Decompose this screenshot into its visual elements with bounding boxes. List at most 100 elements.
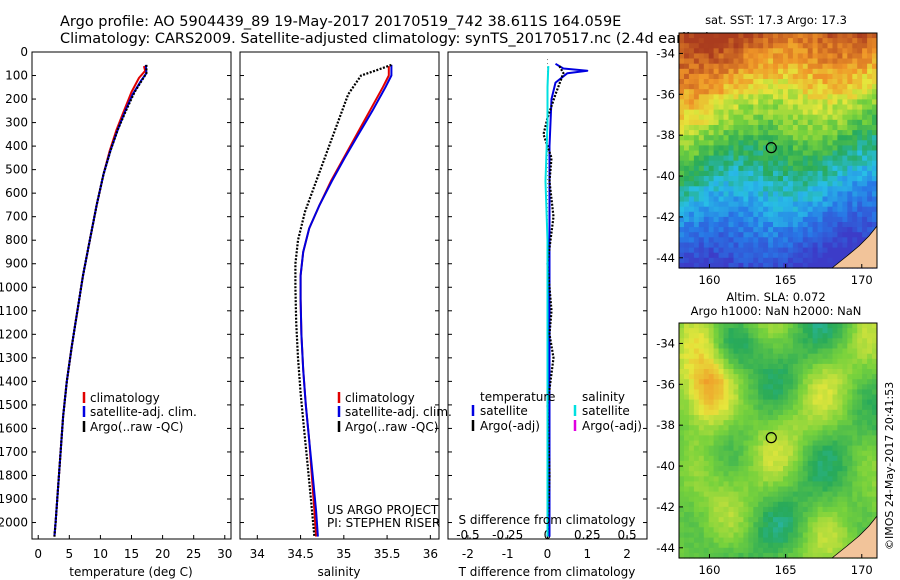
map-cell xyxy=(738,435,744,442)
map-y-tick-label: -38 xyxy=(656,418,675,432)
map-cell xyxy=(703,471,710,477)
map-cell xyxy=(862,506,868,513)
map-cell xyxy=(679,358,685,365)
map-cell xyxy=(832,160,838,167)
map-cell xyxy=(783,476,789,482)
map-cell xyxy=(768,547,774,554)
map-cell xyxy=(698,58,705,65)
map-cell xyxy=(792,338,799,344)
map-cell xyxy=(832,328,838,334)
map-cell xyxy=(872,481,878,488)
map-cell xyxy=(792,99,799,106)
map-cell xyxy=(773,119,779,126)
map-cell xyxy=(792,460,799,467)
map-cell xyxy=(703,328,710,334)
map-cell xyxy=(792,399,799,406)
map-cell xyxy=(822,466,828,472)
map-cell xyxy=(713,89,720,95)
map-cell xyxy=(787,211,794,218)
map-cell xyxy=(743,109,749,116)
map-cell xyxy=(802,140,809,146)
map-cell xyxy=(718,130,725,136)
map-cell xyxy=(837,471,843,477)
map-cell xyxy=(802,506,809,513)
map-cell xyxy=(792,358,799,365)
map-cell xyxy=(832,435,838,442)
map-cell xyxy=(698,73,705,80)
map-cell xyxy=(832,369,838,375)
map-cell xyxy=(688,476,695,482)
map-cell xyxy=(718,445,725,452)
map-cell xyxy=(718,33,725,39)
map-cell xyxy=(852,430,858,436)
map-cell xyxy=(807,257,814,264)
map-cell xyxy=(797,119,804,126)
map-cell xyxy=(733,486,739,493)
map-cell xyxy=(807,517,814,523)
map-cell xyxy=(857,186,863,192)
map-cell xyxy=(763,53,769,60)
map-cell xyxy=(797,374,804,380)
map-cell xyxy=(827,374,833,380)
map-cell xyxy=(693,450,700,457)
map-cell xyxy=(807,420,814,426)
map-cell xyxy=(773,537,779,544)
map-cell xyxy=(817,119,824,126)
map-cell xyxy=(778,496,784,503)
map-cell xyxy=(807,89,814,95)
map-cell xyxy=(792,227,799,233)
map-cell xyxy=(738,537,744,544)
map-cell xyxy=(847,242,853,249)
map-cell xyxy=(738,399,744,406)
map-cell xyxy=(728,481,734,488)
map-cell xyxy=(817,84,824,90)
map-cell xyxy=(783,409,789,416)
map-cell xyxy=(773,404,779,411)
map-cell xyxy=(852,440,858,447)
map-cell xyxy=(807,532,814,539)
map-cell xyxy=(773,399,779,406)
map-cell xyxy=(768,63,774,70)
map-cell xyxy=(728,343,734,350)
map-cell xyxy=(688,425,695,431)
map-cell xyxy=(758,89,764,95)
map-cell xyxy=(812,527,819,533)
map-cell xyxy=(867,160,873,167)
map-cell xyxy=(693,323,700,329)
map-cell xyxy=(733,119,739,126)
map-cell xyxy=(698,155,705,162)
map-cell xyxy=(733,63,739,70)
map-cell xyxy=(728,440,734,447)
map-cell xyxy=(778,476,784,482)
map-cell xyxy=(847,537,853,544)
map-cell xyxy=(847,471,853,477)
map-cell xyxy=(857,471,863,477)
map-cell xyxy=(797,109,804,116)
map-cell xyxy=(733,455,739,462)
map-cell xyxy=(693,99,700,106)
map-cell xyxy=(733,369,739,375)
map-cell xyxy=(768,363,774,370)
map-cell xyxy=(688,79,695,85)
map-cell xyxy=(748,537,754,544)
map-cell xyxy=(773,348,779,355)
map-cell xyxy=(713,79,720,85)
map-cell xyxy=(738,170,744,177)
map-cell xyxy=(852,338,858,344)
map-cell xyxy=(768,506,774,513)
map-cell xyxy=(688,104,695,111)
map-cell xyxy=(807,262,814,269)
map-cell xyxy=(797,206,804,213)
map-cell xyxy=(802,211,809,218)
map-cell xyxy=(743,491,749,498)
map-cell xyxy=(748,369,754,375)
map-cell xyxy=(758,186,764,192)
map-cell xyxy=(738,43,744,49)
map-cell xyxy=(827,496,833,503)
map-cell xyxy=(852,227,858,233)
map-cell xyxy=(778,512,784,518)
map-cell xyxy=(688,43,695,49)
map-cell xyxy=(748,170,754,177)
map-cell xyxy=(688,379,695,385)
map-cell xyxy=(679,460,685,467)
